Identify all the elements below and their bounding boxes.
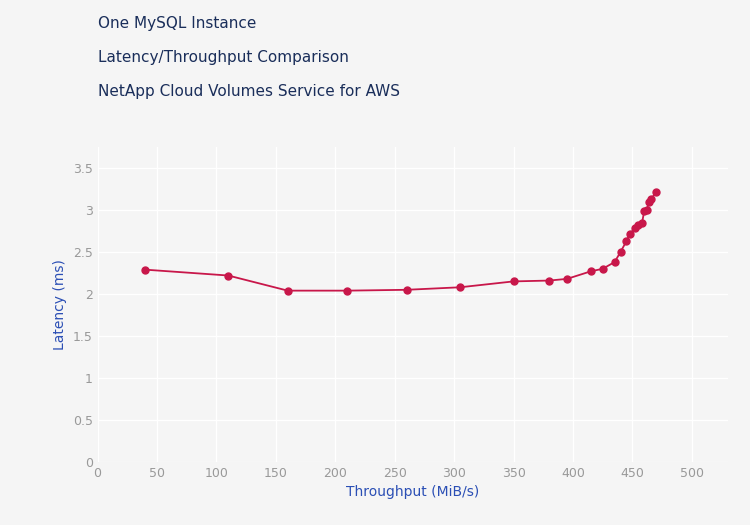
Text: Latency/Throughput Comparison: Latency/Throughput Comparison [98,50,348,65]
Y-axis label: Latency (ms): Latency (ms) [53,259,67,350]
Text: NetApp Cloud Volumes Service for AWS: NetApp Cloud Volumes Service for AWS [98,84,400,99]
Text: One MySQL Instance: One MySQL Instance [98,16,256,31]
X-axis label: Throughput (MiB/s): Throughput (MiB/s) [346,486,479,499]
